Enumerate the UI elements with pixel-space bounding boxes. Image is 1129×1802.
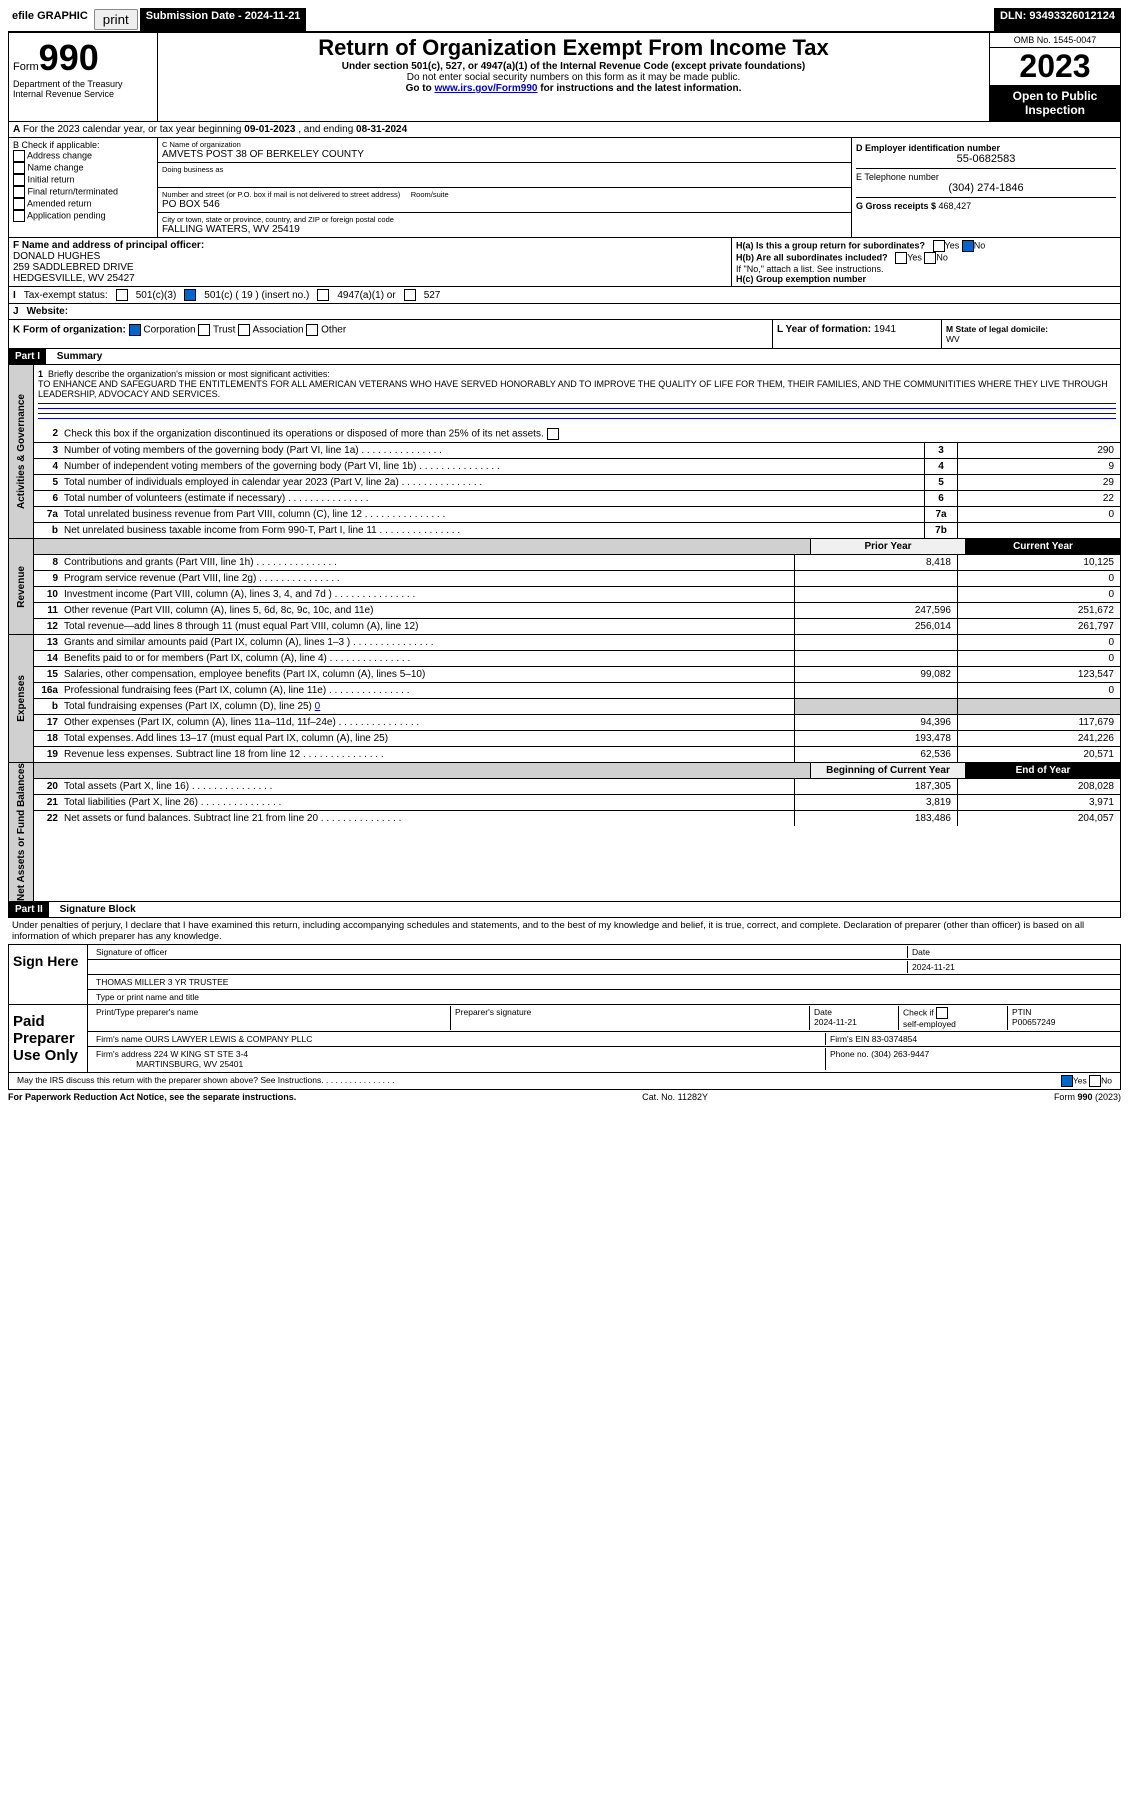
val-3: 290 xyxy=(957,443,1120,458)
discuss-yes[interactable] xyxy=(1061,1075,1073,1087)
chk-other[interactable] xyxy=(306,324,318,336)
firm-ein: 83-0374854 xyxy=(872,1034,917,1044)
fundraising-link[interactable]: 0 xyxy=(315,701,321,712)
chk-501c3[interactable] xyxy=(116,289,128,301)
form-title: Return of Organization Exempt From Incom… xyxy=(164,35,983,61)
net-assets-section: Net Assets or Fund Balances Beginning of… xyxy=(8,763,1121,902)
year-box: OMB No. 1545-0047 2023 Open to Public In… xyxy=(989,33,1120,121)
chk-app-pending[interactable]: Application pending xyxy=(13,210,153,222)
page-footer: For Paperwork Reduction Act Notice, see … xyxy=(8,1090,1121,1102)
hb-no[interactable] xyxy=(924,252,936,264)
activities-governance: Activities & Governance 1 Briefly descri… xyxy=(8,365,1121,539)
domicile: WV xyxy=(946,334,960,344)
val-5: 29 xyxy=(957,475,1120,490)
chk-527[interactable] xyxy=(404,289,416,301)
org-name: AMVETS POST 38 OF BERKELEY COUNTY xyxy=(162,149,847,160)
chk-discontinued[interactable] xyxy=(547,428,559,440)
ha-yes[interactable] xyxy=(933,240,945,252)
signature-block: Sign Here Signature of officerDate 2024-… xyxy=(8,944,1121,1090)
telephone: (304) 274-1846 xyxy=(856,182,1116,194)
chk-501c[interactable] xyxy=(184,289,196,301)
ptin: P00657249 xyxy=(1012,1017,1056,1027)
chk-4947[interactable] xyxy=(317,289,329,301)
sig-date: 2024-11-21 xyxy=(907,961,1116,973)
org-city: FALLING WATERS, WV 25419 xyxy=(162,224,847,235)
val-4: 9 xyxy=(957,459,1120,474)
val-7a: 0 xyxy=(957,507,1120,522)
officer-sig: THOMAS MILLER 3 YR TRUSTEE xyxy=(92,976,232,988)
val-6: 22 xyxy=(957,491,1120,506)
firm-phone: (304) 263-9447 xyxy=(871,1049,929,1059)
org-address: PO BOX 546 xyxy=(162,199,847,210)
row-j-website: J Website: xyxy=(8,304,1121,320)
gross-receipts: 468,427 xyxy=(939,201,972,211)
irs-link[interactable]: www.irs.gov/Form990 xyxy=(434,83,537,94)
row-a-tax-year: A For the 2023 calendar year, or tax yea… xyxy=(8,122,1121,138)
val-7b xyxy=(957,523,1120,538)
print-button[interactable]: print xyxy=(94,9,138,30)
dln: DLN: 93493326012124 xyxy=(994,8,1121,31)
expenses-section: Expenses 13Grants and similar amounts pa… xyxy=(8,635,1121,763)
part-2: Part II Signature Block xyxy=(8,902,1121,918)
firm-name: OURS LAWYER LEWIS & COMPANY PLLC xyxy=(145,1034,313,1044)
submission-date: Submission Date - 2024-11-21 xyxy=(140,8,307,31)
checkbox-column: B Check if applicable: Address change Na… xyxy=(9,138,158,237)
ein: 55-0682583 xyxy=(856,153,1116,165)
top-toolbar: efile GRAPHIC print Submission Date - 20… xyxy=(8,8,1121,33)
efile-label: efile GRAPHIC xyxy=(8,8,92,31)
form-number-box: Form990 Department of the Treasury Inter… xyxy=(9,33,158,121)
revenue-section: Revenue Prior YearCurrent Year 8Contribu… xyxy=(8,539,1121,635)
officer-name: DONALD HUGHES xyxy=(13,251,727,262)
row-k: K Form of organization: Corporation Trus… xyxy=(8,320,1121,349)
ein-column: D Employer identification number55-06825… xyxy=(851,138,1120,237)
chk-corp[interactable] xyxy=(129,324,141,336)
chk-assoc[interactable] xyxy=(238,324,250,336)
form-header: Form990 Department of the Treasury Inter… xyxy=(8,33,1121,122)
part-1: Part I Summary xyxy=(8,349,1121,365)
org-info: C Name of organizationAMVETS POST 38 OF … xyxy=(158,138,851,237)
chk-final-return[interactable]: Final return/terminated xyxy=(13,186,153,198)
chk-initial-return[interactable]: Initial return xyxy=(13,174,153,186)
discuss-no[interactable] xyxy=(1089,1075,1101,1087)
ha-no[interactable] xyxy=(962,240,974,252)
section-f: F Name and address of principal officer:… xyxy=(8,238,1121,287)
chk-name-change[interactable]: Name change xyxy=(13,162,153,174)
penalty-statement: Under penalties of perjury, I declare th… xyxy=(8,918,1121,944)
chk-self-emp[interactable] xyxy=(936,1007,948,1019)
section-b: B Check if applicable: Address change Na… xyxy=(8,138,1121,238)
year-formation: 1941 xyxy=(874,324,896,335)
chk-address-change[interactable]: Address change xyxy=(13,150,153,162)
hb-yes[interactable] xyxy=(895,252,907,264)
chk-amended[interactable]: Amended return xyxy=(13,198,153,210)
mission-text: TO ENHANCE AND SAFEGUARD THE ENTITLEMENT… xyxy=(38,379,1108,399)
chk-trust[interactable] xyxy=(198,324,210,336)
form-title-box: Return of Organization Exempt From Incom… xyxy=(158,33,989,121)
row-i-tax-status: I Tax-exempt status: 501(c)(3) 501(c) ( … xyxy=(8,287,1121,304)
